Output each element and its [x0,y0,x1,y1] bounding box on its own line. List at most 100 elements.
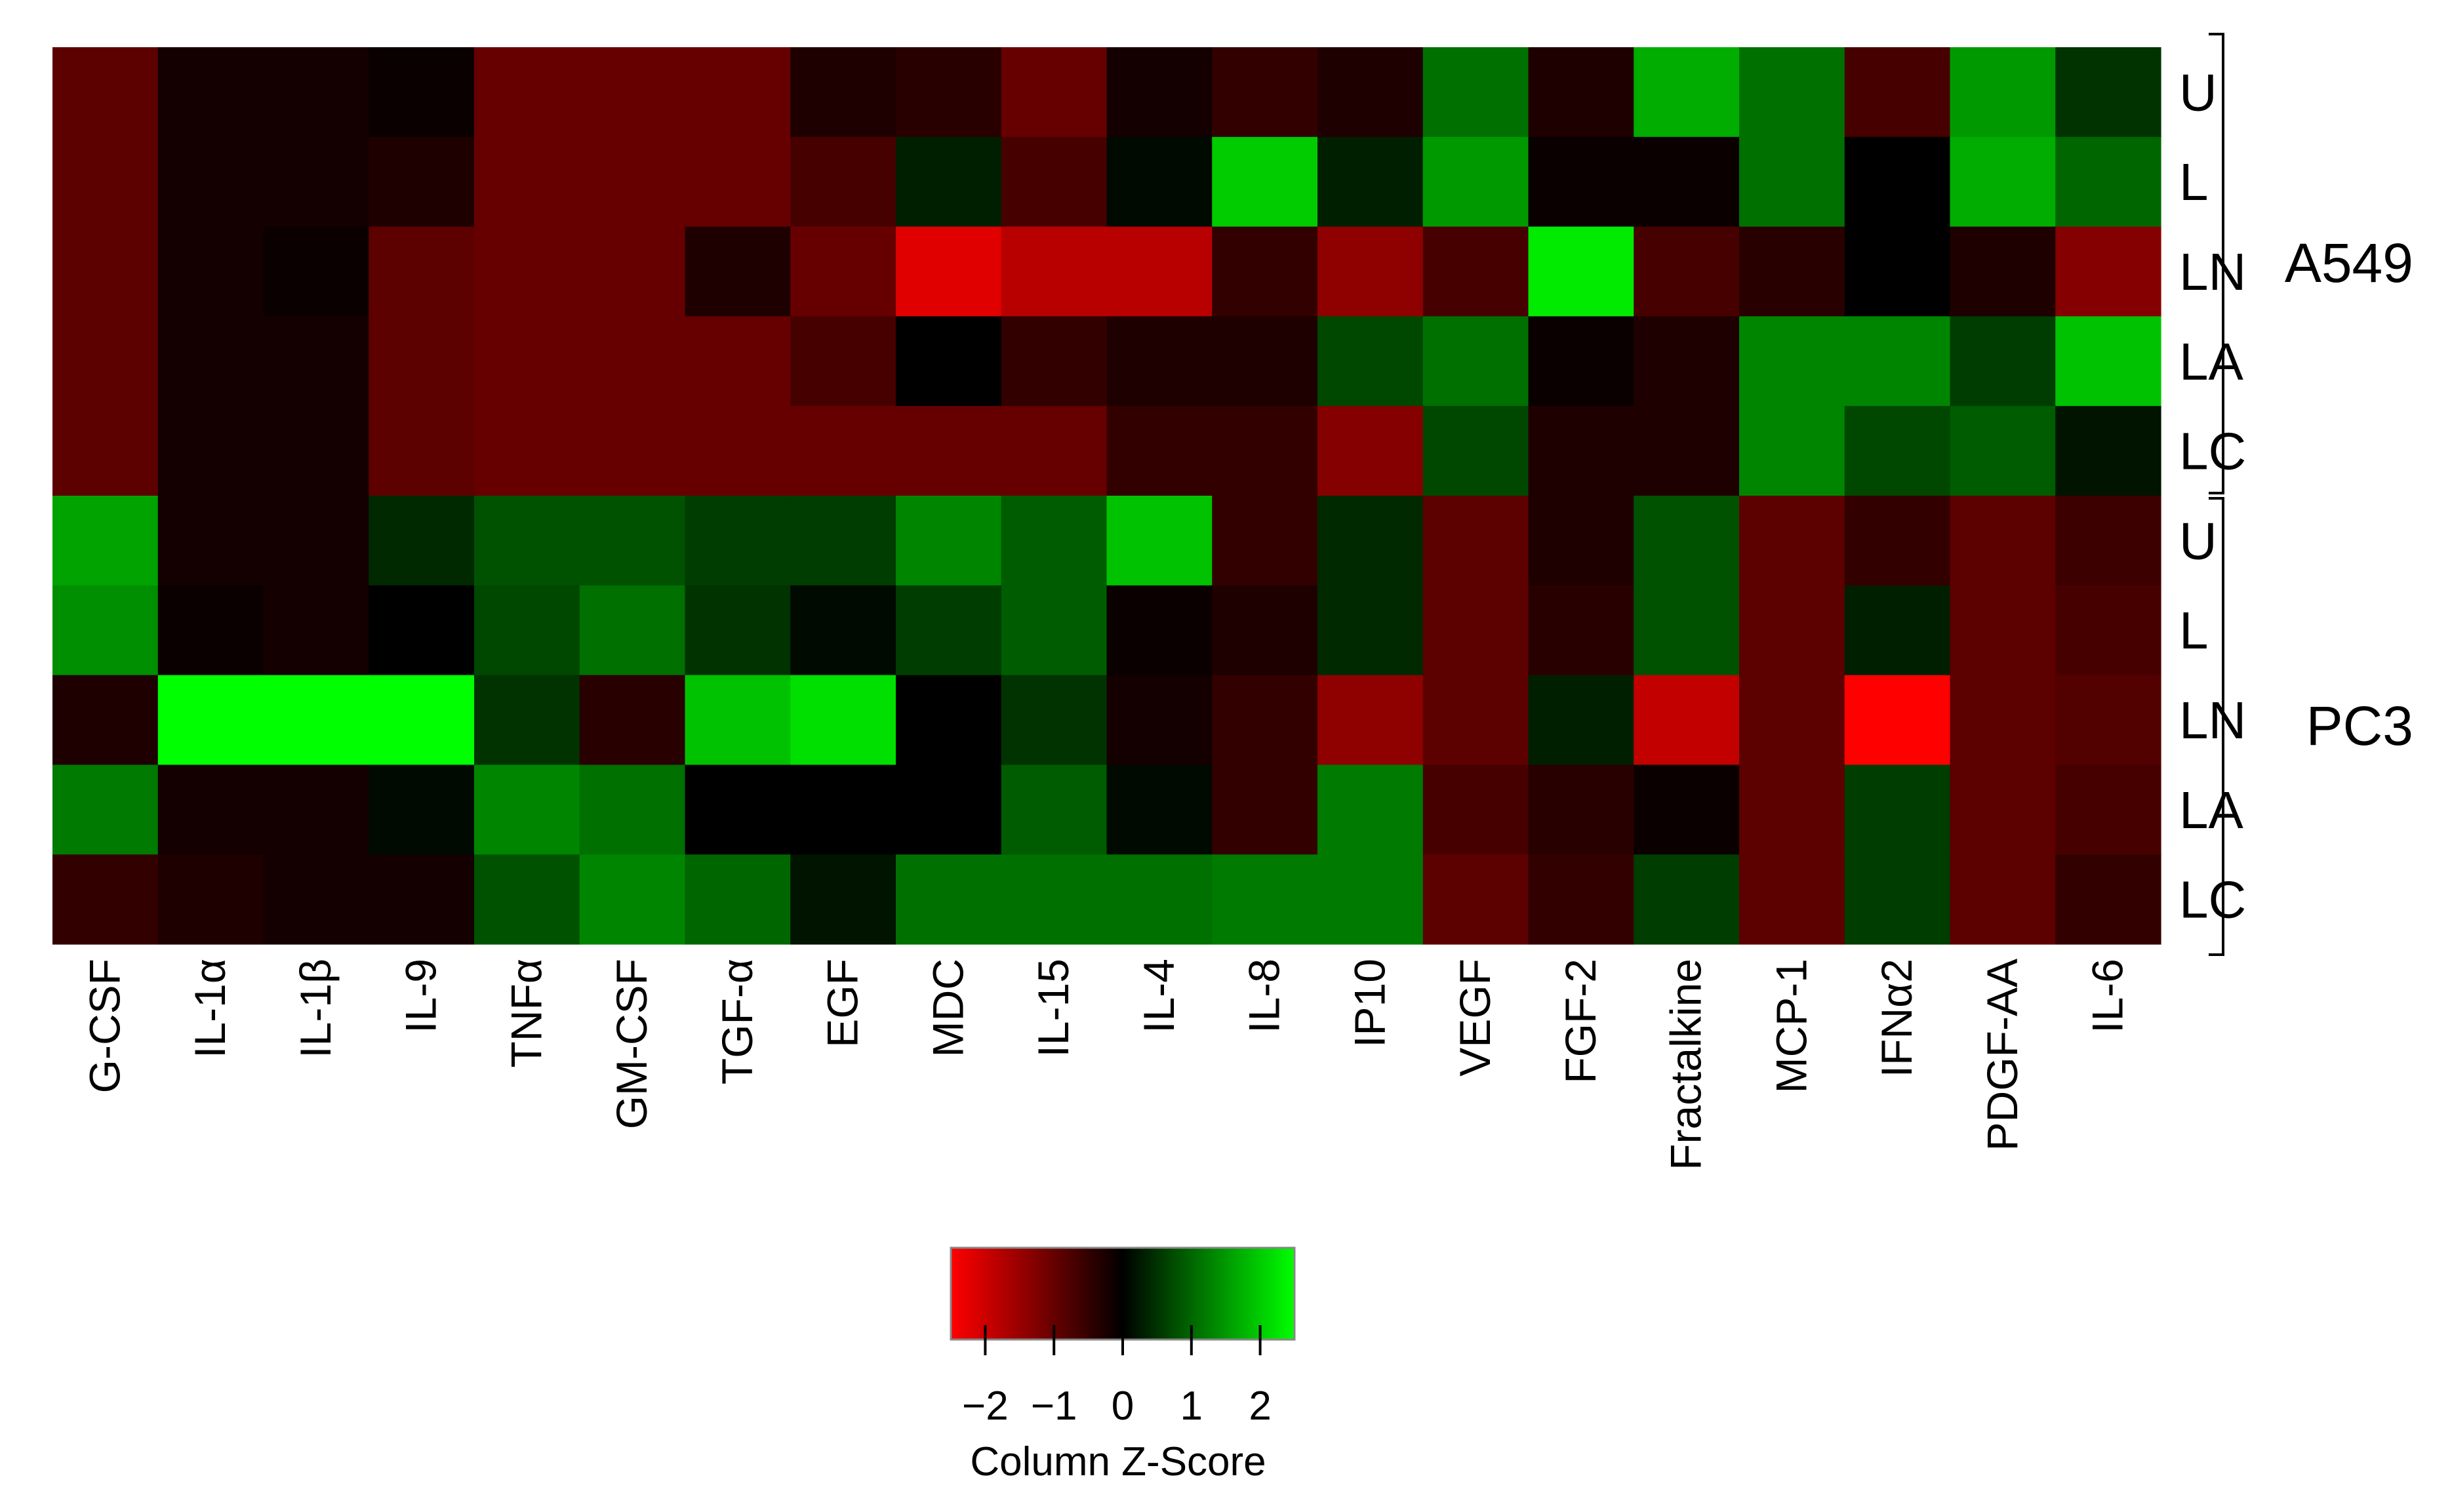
heatmap-cell [896,47,1002,138]
heatmap-cell [52,765,159,855]
heatmap-cell [1212,496,1318,586]
heatmap-cell [474,316,580,407]
heatmap-cell [263,854,369,945]
heatmap-cell [1422,47,1529,138]
color-key: −2 −1 0 1 2 Column Z-Score [950,1246,1296,1484]
heatmap-cell [1950,316,2056,407]
heatmap-cell [1212,406,1318,496]
heatmap-cell [2055,496,2161,586]
heatmap-cell [685,765,791,855]
colorbar-tick-label: 2 [1249,1383,1271,1429]
heatmap-cell [1739,585,1845,676]
heatmap-cell [369,47,475,138]
heatmap-cell [263,496,369,586]
heatmap-cell [1001,47,1108,138]
heatmap-cell [1317,226,1424,317]
heatmap-cell [579,496,686,586]
heatmap-cell [579,136,686,228]
heatmap-cell [1317,406,1424,496]
heatmap-cell [790,316,896,407]
heatmap-cell [1317,496,1424,586]
heatmap-cell [52,854,159,945]
heatmap-cell [1844,675,1951,765]
heatmap-cell [474,765,580,855]
column-label: MCP-1 [1767,959,1815,1093]
heatmap-cell [1634,585,1740,676]
heatmap-cell [2055,226,2161,317]
heatmap-cell [369,765,475,855]
heatmap-cell [1001,675,1108,765]
heatmap-cell [1106,675,1213,765]
column-label: TGF-α [713,959,761,1084]
column-label: FGF-2 [1556,959,1605,1084]
group-labels: A549 PC3 [2285,232,2413,757]
heatmap-cells [52,47,2161,945]
heatmap-cell [1106,226,1213,317]
heatmap-cell [685,316,791,407]
heatmap-cell [1212,675,1318,765]
heatmap-cell [685,585,791,676]
heatmap-cell [1001,226,1108,317]
heatmap-cell [1212,136,1318,228]
heatmap-cell [896,226,1002,317]
heatmap-cell [52,675,159,765]
heatmap-cell [1106,136,1213,228]
heatmap-cell [1422,585,1529,676]
heatmap-cell [685,406,791,496]
heatmap-cell [1106,765,1213,855]
heatmap-cell [790,675,896,765]
heatmap-cell [579,765,686,855]
heatmap-cell [157,496,264,586]
heatmap-cell [1950,675,2056,765]
heatmap-cell [790,765,896,855]
row-label: LA [2179,332,2243,391]
heatmap-cell [1739,406,1845,496]
heatmap-cell [1001,136,1108,228]
column-label: Fractalkine [1662,959,1710,1170]
row-label: LA [2179,781,2243,839]
heatmap-cell [474,136,580,228]
heatmap-cell [2055,47,2161,138]
heatmap-cell [896,136,1002,228]
row-label: LC [2179,422,2246,481]
heatmap-cell [579,854,686,945]
heatmap-cell [369,496,475,586]
heatmap-cell [1106,496,1213,586]
heatmap-cell [1317,854,1424,945]
heatmap-cell [1001,406,1108,496]
heatmap-cell [157,765,264,855]
column-label: IFNα2 [1872,959,1921,1077]
column-label: G-CSF [80,959,129,1093]
heatmap-cell [1634,226,1740,317]
heatmap-cell [1317,675,1424,765]
group-brackets [2209,33,2224,956]
column-label: IL-8 [1240,959,1289,1033]
heatmap-cell [1739,854,1845,945]
column-label: IL-1α [186,959,234,1058]
heatmap-cell [790,496,896,586]
heatmap-cell [1528,765,1634,855]
heatmap-cell [1844,316,1951,407]
heatmap-cell [1317,585,1424,676]
heatmap-cell [579,316,686,407]
heatmap-cell [685,47,791,138]
heatmap-cell [1422,316,1529,407]
group-label: PC3 [2306,695,2413,757]
heatmap-cell [263,47,369,138]
heatmap-cell [369,675,475,765]
heatmap-cell [1106,854,1213,945]
heatmap-cell [1106,406,1213,496]
heatmap-cell [1422,406,1529,496]
row-label: U [2179,511,2217,570]
column-label: VEGF [1451,959,1499,1077]
heatmap-cell [1634,316,1740,407]
heatmap-cell [1212,47,1318,138]
heatmap-cell [1422,675,1529,765]
heatmap-cell [157,406,264,496]
heatmap-cell [896,675,1002,765]
heatmap-cell [685,675,791,765]
heatmap-cell [157,136,264,228]
heatmap-cell [1634,854,1740,945]
